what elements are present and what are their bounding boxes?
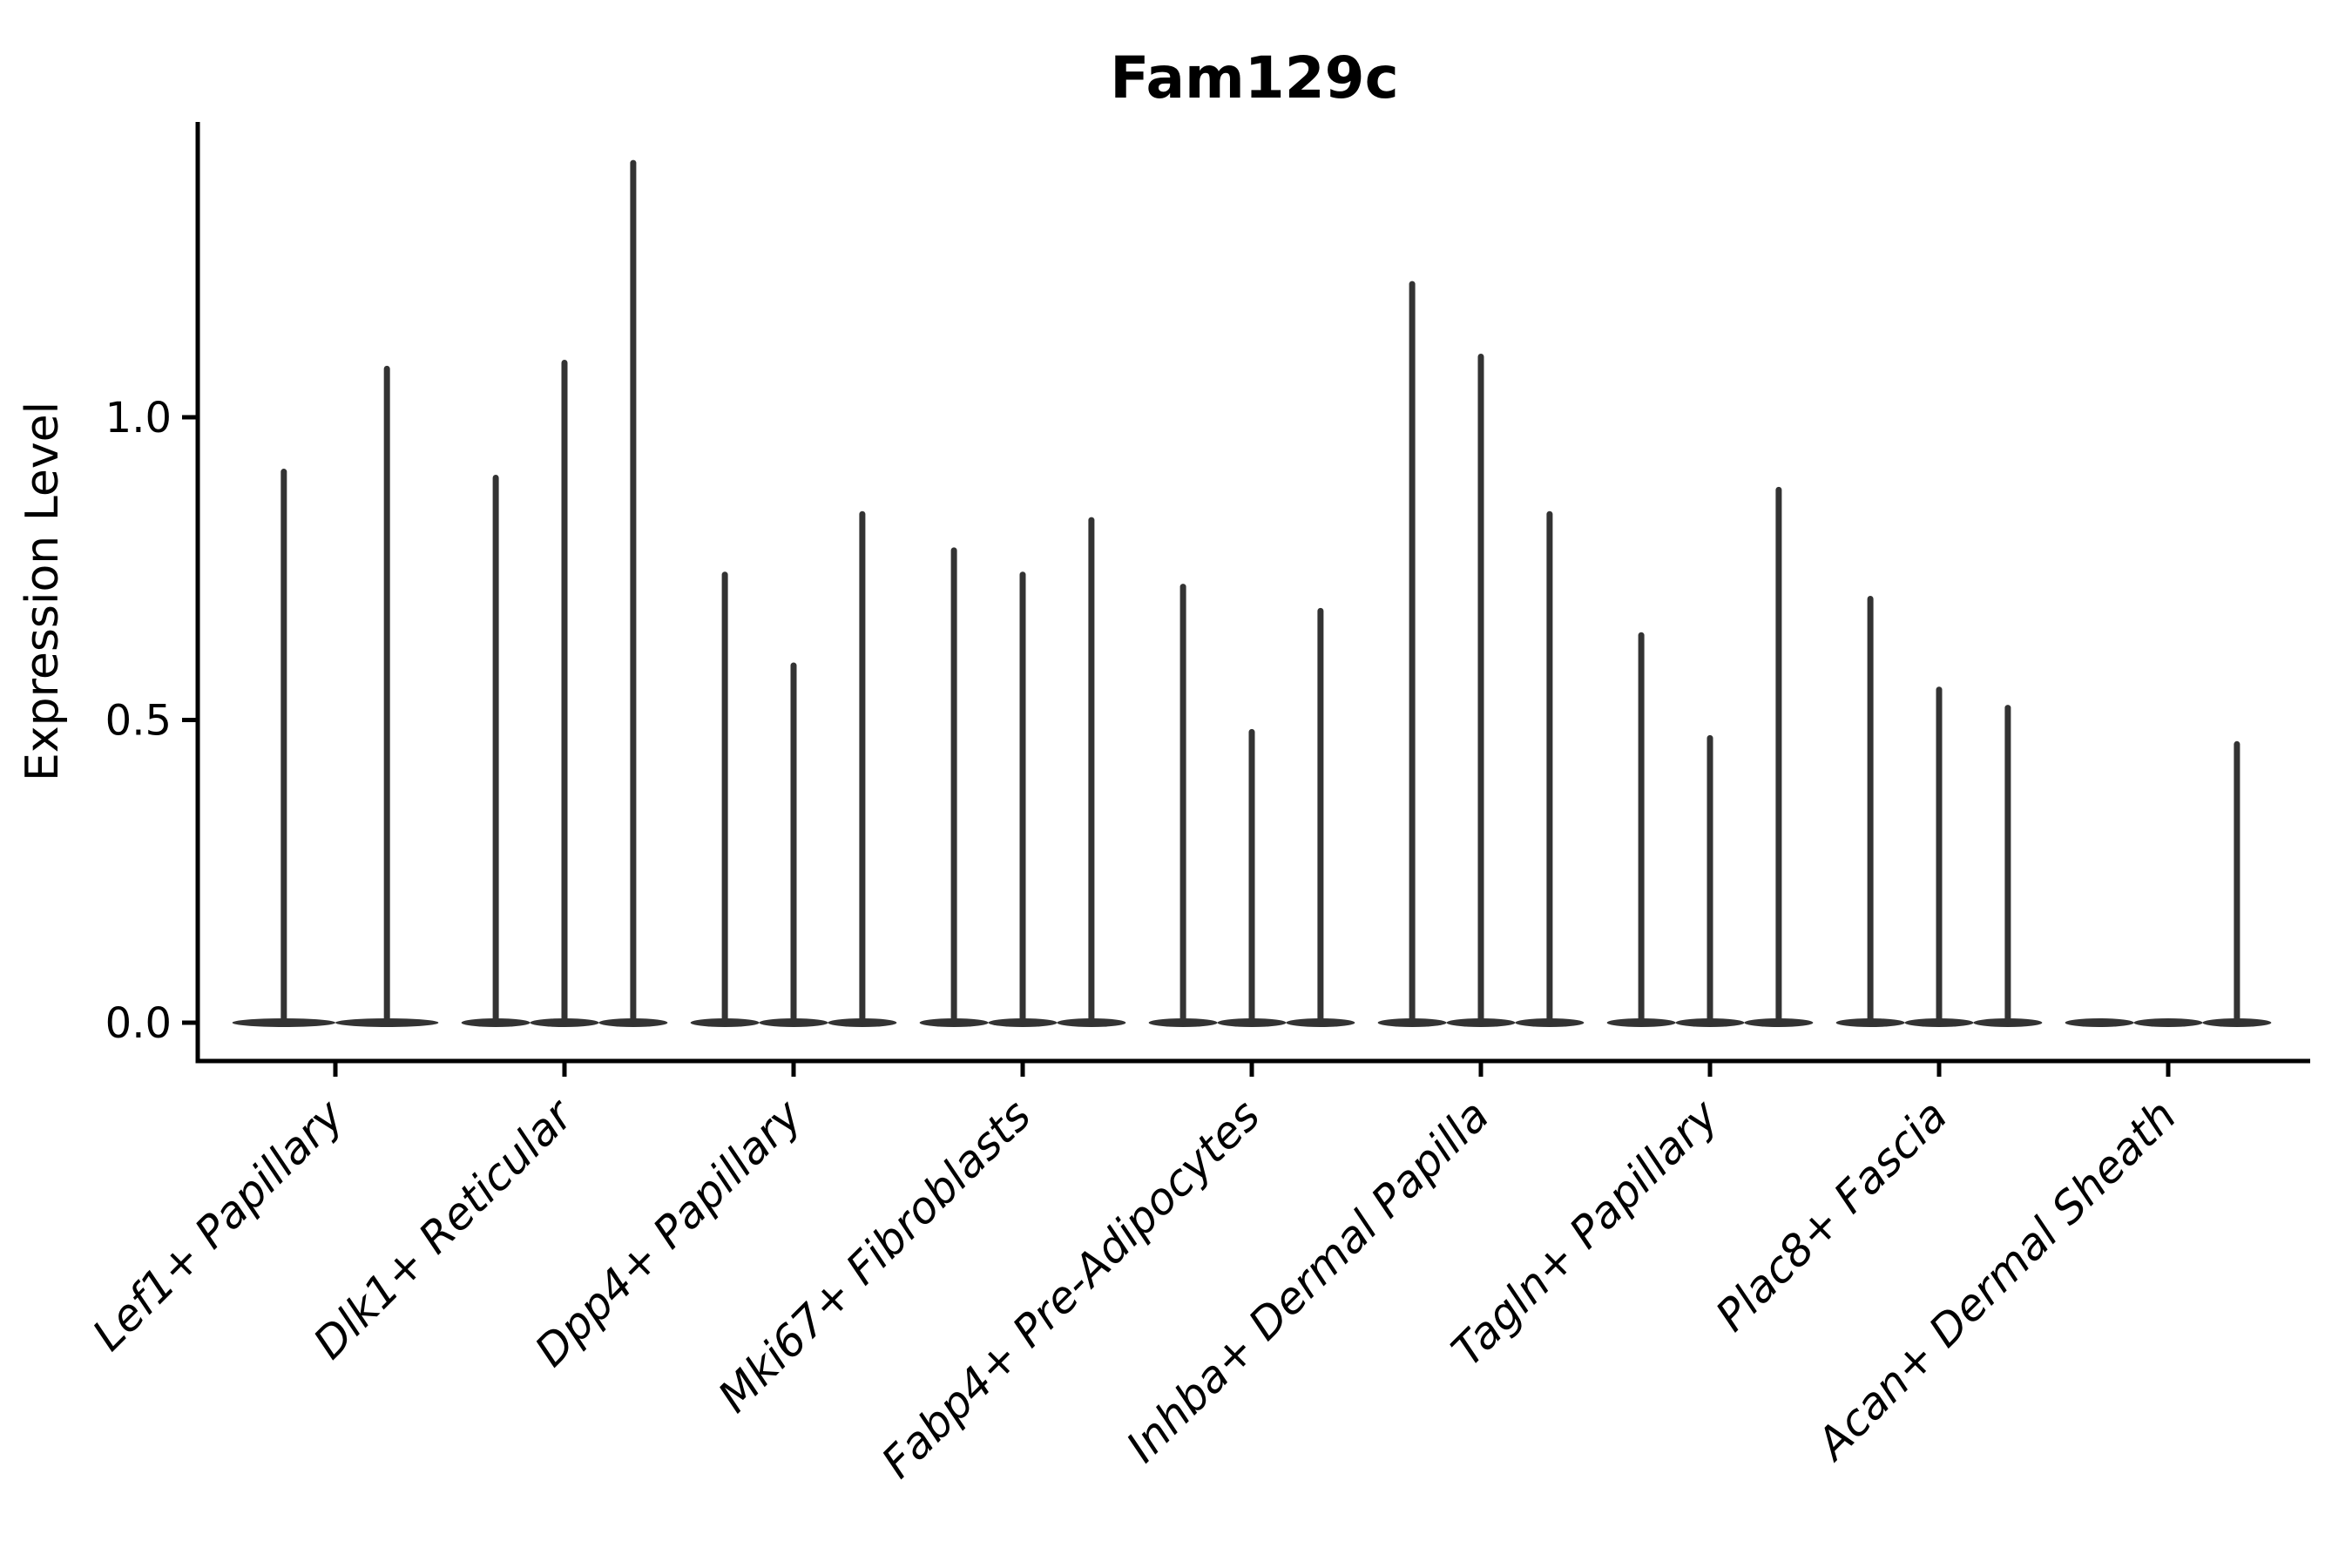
x-tick-label: Plac8+ Fascia: [1707, 1090, 1957, 1341]
y-tick-label: 0.5: [105, 697, 172, 746]
violin-base: [2065, 1018, 2134, 1027]
x-tick-label: Acan+ Dermal Sheath: [1806, 1090, 2186, 1470]
violin-base: [2133, 1018, 2203, 1027]
y-tick-label: 0.0: [105, 999, 172, 1048]
violins-layer: [232, 159, 2272, 1027]
y-axis-label: Expression Level: [17, 402, 69, 781]
chart-title: Fam129c: [1110, 44, 1398, 112]
y-tick-label: 1.0: [105, 394, 172, 443]
x-tick-label: Lef1+ Papillary: [83, 1089, 354, 1360]
x-tick-label: Inhba+ Dermal Papilla: [1117, 1090, 1498, 1471]
x-tick-label: Fabp4+ Pre-Adipocytes: [872, 1090, 1270, 1488]
